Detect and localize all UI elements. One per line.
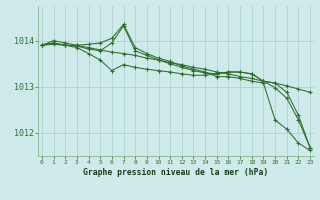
X-axis label: Graphe pression niveau de la mer (hPa): Graphe pression niveau de la mer (hPa) (84, 168, 268, 177)
